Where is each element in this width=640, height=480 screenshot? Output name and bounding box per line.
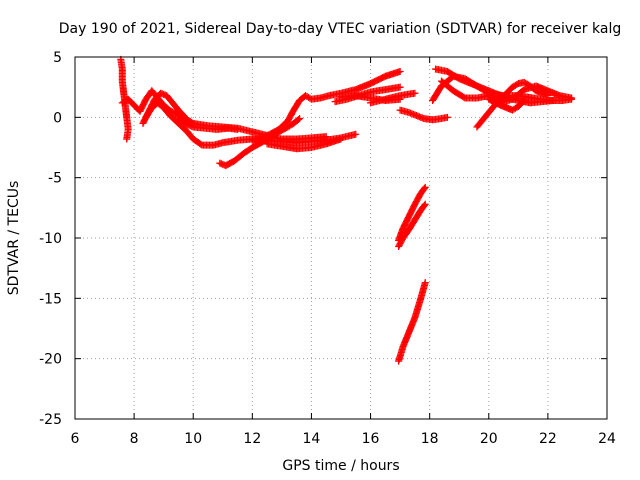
data-point xyxy=(568,94,576,102)
y-tick-label: -25 xyxy=(39,412,62,428)
y-tick-label: 5 xyxy=(53,50,62,66)
data-point xyxy=(420,185,428,193)
x-tick-label: 20 xyxy=(480,431,498,447)
x-tick-label: 24 xyxy=(598,431,616,447)
data-point xyxy=(550,96,558,104)
x-tick-label: 16 xyxy=(362,431,380,447)
series-arc-1 xyxy=(117,55,132,143)
series-arc-19 xyxy=(473,78,552,131)
data-point xyxy=(123,135,131,143)
data-point xyxy=(519,97,527,105)
data-point xyxy=(443,113,451,121)
data-point xyxy=(520,96,528,104)
axis-ticks: 6 8 10 12 14 16 18 20 22 24 5 0 -5 -10 -15 -20 -25 xyxy=(39,50,616,447)
x-tick-label: 8 xyxy=(130,431,139,447)
data-point xyxy=(234,125,242,133)
data-points xyxy=(117,55,576,365)
data-point xyxy=(396,67,404,75)
y-tick-label: 0 xyxy=(53,110,62,126)
series-arc-14 xyxy=(395,200,429,250)
data-point xyxy=(421,200,429,208)
x-tick-label: 22 xyxy=(539,431,557,447)
series-arc-15 xyxy=(395,279,429,365)
series-arc-13 xyxy=(395,183,429,244)
y-tick-label: -5 xyxy=(48,171,62,187)
data-point xyxy=(421,183,429,191)
x-tick-label: 6 xyxy=(71,431,80,447)
x-tick-label: 12 xyxy=(243,431,261,447)
data-point xyxy=(411,89,419,97)
x-tick-label: 10 xyxy=(184,431,202,447)
series-arc-5 xyxy=(171,107,242,133)
chart-title: Day 190 of 2021, Sidereal Day-to-day VTE… xyxy=(59,21,621,37)
data-point xyxy=(294,116,302,124)
x-tick-label: 14 xyxy=(303,431,321,447)
y-tick-label: -10 xyxy=(39,231,62,247)
data-point xyxy=(421,279,429,287)
x-tick-label: 18 xyxy=(421,431,439,447)
series-arc-11 xyxy=(367,89,419,107)
series-arc-7 xyxy=(248,67,404,144)
y-tick-label: -20 xyxy=(39,352,62,368)
series-arc-8 xyxy=(263,135,345,153)
data-point xyxy=(296,115,304,123)
x-axis-label: GPS time / hours xyxy=(282,458,399,474)
y-tick-label: -15 xyxy=(39,291,62,307)
y-axis-label: SDTVAR / TECUs xyxy=(6,181,22,296)
data-point xyxy=(396,83,404,91)
data-point xyxy=(420,201,428,209)
data-point xyxy=(337,135,345,143)
data-point xyxy=(352,130,360,138)
data-point xyxy=(544,92,552,100)
series-arc-20 xyxy=(485,95,528,114)
grid-lines xyxy=(75,57,607,419)
series-arc-12 xyxy=(396,106,451,124)
